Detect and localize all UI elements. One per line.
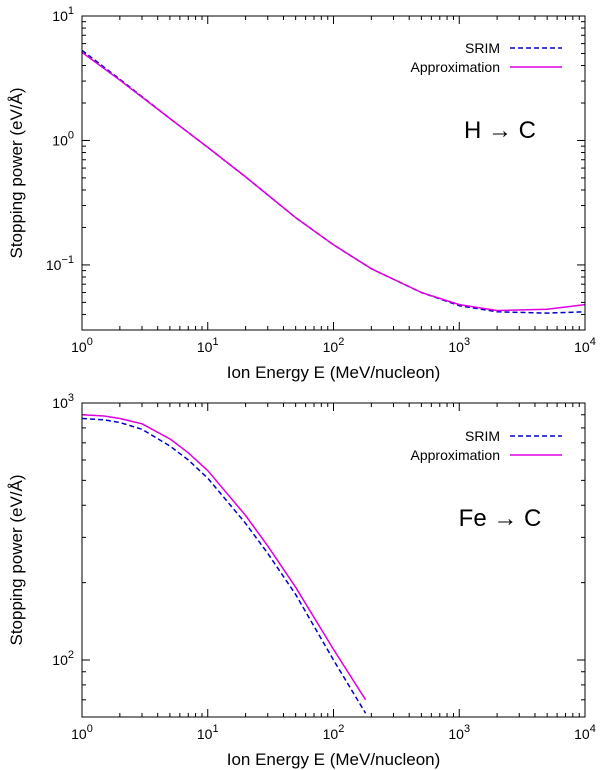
y-tick-label: 103 xyxy=(52,392,74,411)
y-tick-label: 102 xyxy=(52,649,74,668)
legend-label-srim: SRIM xyxy=(465,428,500,444)
panel-fe-to-c: 100 101 102 103 104 102 103 SRIM Approximation Fe… xyxy=(7,392,596,769)
minor-ticks xyxy=(82,16,585,330)
y-tick-label: 10−1 xyxy=(46,254,74,273)
y-tick-label: 101 xyxy=(52,5,74,24)
legend-label-approximation: Approximation xyxy=(411,447,501,463)
x-tick-label: 101 xyxy=(197,336,219,355)
x-tick-label: 103 xyxy=(448,336,470,355)
x-axis-label: Ion Energy E (MeV/nucleon) xyxy=(227,750,441,769)
legend: SRIM Approximation xyxy=(411,428,562,463)
plot-frame xyxy=(81,15,586,331)
major-ticks xyxy=(82,403,585,717)
series-line-srim xyxy=(81,417,367,714)
series-line-approximation xyxy=(81,51,586,312)
x-tick-label: 102 xyxy=(323,723,345,742)
y-axis-label: Stopping power (eV/Å) xyxy=(7,474,26,645)
series-line-srim xyxy=(81,49,586,314)
x-tick-label: 104 xyxy=(574,336,596,355)
plot-frame xyxy=(81,402,586,718)
annotation: Fe → C xyxy=(459,505,542,532)
annotation: H → C xyxy=(464,117,536,144)
x-tick-label: 100 xyxy=(71,723,93,742)
x-tick-label: 104 xyxy=(574,723,596,742)
x-axis-label: Ion Energy E (MeV/nucleon) xyxy=(227,363,441,382)
minor-ticks xyxy=(82,403,585,717)
series-line-approximation xyxy=(81,414,367,701)
y-tick-label: 100 xyxy=(52,129,74,148)
major-ticks xyxy=(82,16,585,330)
legend-label-approximation: Approximation xyxy=(411,59,501,75)
legend: SRIM Approximation xyxy=(411,40,562,75)
x-tick-label: 102 xyxy=(323,336,345,355)
panel-h-to-c: 100 101 102 103 104 10−1 100 101 SRIM Approximati… xyxy=(7,5,596,382)
x-tick-label: 101 xyxy=(197,723,219,742)
x-tick-label: 103 xyxy=(448,723,470,742)
y-axis-label: Stopping power (eV/Å) xyxy=(7,87,26,258)
x-tick-label: 100 xyxy=(71,336,93,355)
legend-label-srim: SRIM xyxy=(465,40,500,56)
